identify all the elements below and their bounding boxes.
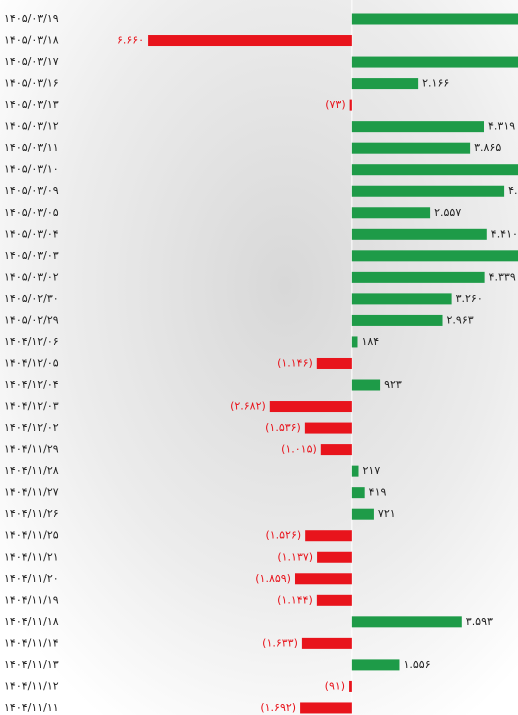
category-label: ۱۴۰۵/۰۳/۱۹ bbox=[4, 12, 59, 25]
bar bbox=[351, 142, 471, 154]
category-label: ۱۴۰۵/۰۳/۰۴ bbox=[4, 227, 59, 240]
category-label: ۱۴۰۵/۰۳/۱۰ bbox=[4, 163, 59, 176]
value-label: (۹۱) bbox=[325, 679, 345, 692]
value-label: (۱.۶۹۲) bbox=[260, 701, 296, 714]
bar bbox=[351, 228, 487, 240]
value-label: ۲۱۷ bbox=[363, 464, 381, 477]
category-label: ۱۴۰۴/۱۲/۰۵ bbox=[4, 356, 59, 369]
value-label: ۴۱۹ bbox=[369, 486, 387, 499]
category-label: ۱۴۰۵/۰۳/۰۹ bbox=[4, 184, 59, 197]
value-label: (۲.۶۸۲) bbox=[230, 400, 266, 413]
category-label: ۱۴۰۴/۱۲/۰۲ bbox=[4, 421, 59, 434]
bar bbox=[300, 702, 352, 714]
bar bbox=[351, 659, 400, 671]
bar bbox=[351, 508, 374, 520]
category-label: ۱۴۰۴/۱۱/۱۴ bbox=[4, 636, 59, 649]
category-label: ۱۴۰۴/۱۲/۰۴ bbox=[4, 378, 59, 391]
bar bbox=[269, 401, 352, 413]
bar bbox=[351, 314, 443, 326]
value-label: ۴.۴۱۰ bbox=[491, 227, 518, 240]
category-label: ۱۴۰۴/۱۱/۱۳ bbox=[4, 658, 59, 671]
value-label: (۱.۸۵۹) bbox=[255, 572, 291, 585]
bar bbox=[351, 164, 518, 176]
category-label: ۱۴۰۴/۱۱/۲۱ bbox=[4, 550, 59, 563]
bar bbox=[351, 56, 518, 68]
category-label: ۱۴۰۴/۱۱/۱۸ bbox=[4, 615, 59, 628]
bar bbox=[305, 530, 352, 542]
bar bbox=[351, 185, 505, 197]
value-label: ۳.۸۶۵ bbox=[474, 141, 501, 154]
value-label: ۷۲۱ bbox=[378, 507, 396, 520]
category-label: ۱۴۰۴/۱۲/۰۳ bbox=[4, 400, 59, 413]
category-label: ۱۴۰۵/۰۳/۱۳ bbox=[4, 98, 59, 111]
value-label: ۱۸۴ bbox=[361, 335, 379, 348]
category-label: ۱۴۰۵/۰۳/۱۸ bbox=[4, 34, 59, 47]
value-label: ۴.۹۷۶ bbox=[508, 184, 518, 197]
bar bbox=[349, 680, 352, 692]
bar bbox=[351, 293, 452, 305]
bar bbox=[148, 35, 352, 47]
bar bbox=[351, 121, 485, 133]
value-label: (۷۳) bbox=[325, 98, 345, 111]
category-label: ۱۴۰۵/۰۳/۱۷ bbox=[4, 55, 59, 68]
bar bbox=[320, 444, 352, 456]
value-label: (۱.۱۴۴) bbox=[277, 593, 313, 606]
category-label: ۱۴۰۴/۱۱/۲۵ bbox=[4, 529, 59, 542]
bar bbox=[351, 250, 518, 262]
value-label: (۱.۱۴۶) bbox=[277, 356, 313, 369]
category-label: ۱۴۰۵/۰۳/۱۱ bbox=[4, 141, 59, 154]
category-label: ۱۴۰۴/۱۱/۲۹ bbox=[4, 443, 59, 456]
category-label: ۱۴۰۴/۱۱/۲۰ bbox=[4, 572, 59, 585]
value-label: ۳.۵۹۳ bbox=[466, 615, 493, 628]
category-label: ۱۴۰۴/۱۲/۰۶ bbox=[4, 335, 59, 348]
category-label: ۱۴۰۵/۰۳/۰۵ bbox=[4, 206, 59, 219]
bar bbox=[316, 357, 352, 369]
category-label: ۱۴۰۴/۱۱/۲۸ bbox=[4, 464, 59, 477]
value-label: ۴.۳۱۹ bbox=[488, 120, 515, 133]
category-label: ۱۴۰۵/۰۲/۲۹ bbox=[4, 313, 59, 326]
category-label: ۱۴۰۵/۰۳/۰۳ bbox=[4, 249, 59, 262]
value-label: ۹۲۳ bbox=[384, 378, 402, 391]
value-label: ۲.۱۶۶ bbox=[422, 77, 449, 90]
bar bbox=[317, 551, 352, 563]
value-label: (۱.۱۳۷) bbox=[277, 550, 313, 563]
value-label: ۳.۲۶۰ bbox=[456, 292, 483, 305]
category-label: ۱۴۰۵/۰۳/۱۶ bbox=[4, 77, 59, 90]
bar bbox=[351, 487, 365, 499]
category-label: ۱۴۰۴/۱۱/۲۷ bbox=[4, 486, 59, 499]
value-label: (۱.۵۳۶) bbox=[265, 421, 301, 434]
category-label: ۱۴۰۵/۰۲/۳۰ bbox=[4, 292, 59, 305]
category-label: ۱۴۰۴/۱۱/۲۶ bbox=[4, 507, 59, 520]
value-label: ۱.۵۵۶ bbox=[403, 658, 430, 671]
category-label: ۱۴۰۵/۰۳/۰۲ bbox=[4, 270, 59, 283]
bar bbox=[351, 465, 359, 477]
bar bbox=[349, 99, 352, 111]
value-label: (۱.۶۳۳) bbox=[262, 636, 298, 649]
category-label: ۱۴۰۴/۱۱/۱۲ bbox=[4, 679, 59, 692]
bar bbox=[351, 379, 381, 391]
value-label: ۲.۵۵۷ bbox=[434, 206, 461, 219]
bar bbox=[316, 594, 352, 606]
bar bbox=[294, 573, 352, 585]
value-label: ۶.۶۶۰ bbox=[117, 34, 144, 47]
category-label: ۱۴۰۵/۰۳/۱۲ bbox=[4, 120, 59, 133]
value-label: ۲.۹۶۳ bbox=[447, 313, 474, 326]
bar bbox=[351, 271, 485, 283]
value-label: (۱.۰۱۵) bbox=[281, 443, 317, 456]
bar bbox=[351, 616, 462, 628]
value-label: (۱.۵۲۶) bbox=[265, 529, 301, 542]
bar bbox=[301, 637, 352, 649]
bar bbox=[351, 78, 419, 90]
category-label: ۱۴۰۴/۱۱/۱۹ bbox=[4, 593, 59, 606]
bar bbox=[351, 207, 431, 219]
bar bbox=[351, 13, 518, 25]
value-label: ۴.۳۳۹ bbox=[489, 270, 516, 283]
bar bbox=[304, 422, 352, 434]
category-label: ۱۴۰۴/۱۱/۱۱ bbox=[4, 701, 59, 714]
bar bbox=[351, 336, 358, 348]
